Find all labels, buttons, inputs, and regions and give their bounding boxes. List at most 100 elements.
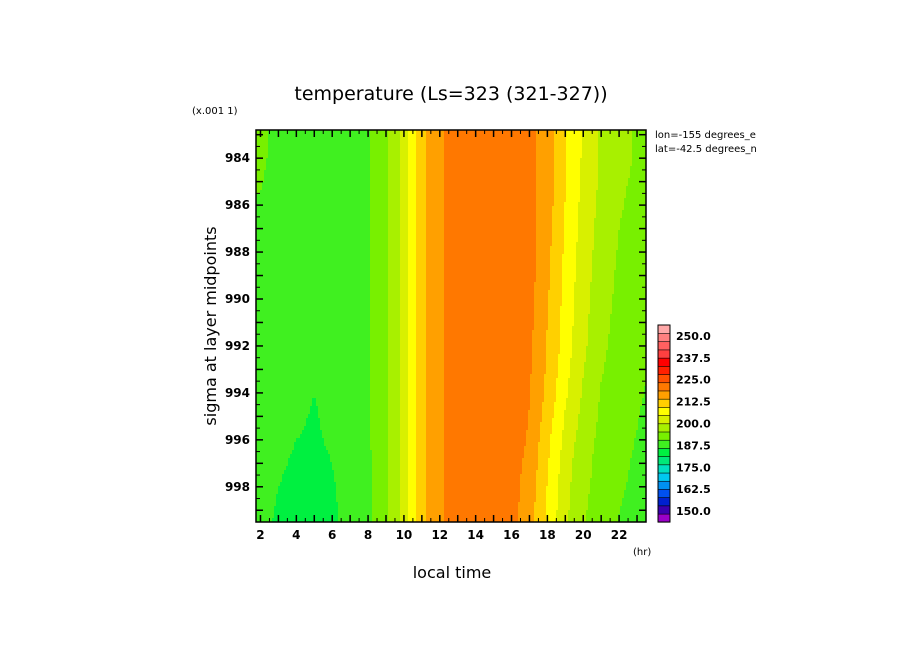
field-cell xyxy=(550,222,553,227)
field-cell xyxy=(378,202,381,207)
field-cell xyxy=(620,182,623,187)
field-cell xyxy=(568,174,571,179)
field-cell xyxy=(566,138,569,143)
field-cell xyxy=(428,138,431,143)
field-cell xyxy=(498,186,501,191)
field-cell xyxy=(344,198,347,203)
field-cell xyxy=(622,182,625,187)
field-cell xyxy=(624,134,627,139)
field-cell xyxy=(356,158,359,163)
field-cell xyxy=(380,226,383,231)
field-cell xyxy=(504,210,507,215)
field-cell xyxy=(368,194,371,199)
field-cell xyxy=(260,154,263,159)
field-cell xyxy=(358,162,361,167)
field-cell xyxy=(382,210,385,215)
field-cell xyxy=(338,178,341,183)
field-cell xyxy=(402,190,405,195)
field-cell xyxy=(410,166,413,171)
field-cell xyxy=(492,166,495,171)
field-cell xyxy=(372,146,375,151)
field-cell xyxy=(640,170,643,175)
field-cell xyxy=(396,206,399,211)
field-cell xyxy=(588,178,591,183)
field-cell xyxy=(618,182,621,187)
field-cell xyxy=(460,146,463,151)
field-cell xyxy=(544,182,547,187)
field-cell xyxy=(572,194,575,199)
field-cell xyxy=(434,202,437,207)
field-cell xyxy=(612,134,615,139)
field-cell xyxy=(406,142,409,147)
field-cell xyxy=(592,166,595,171)
field-cell xyxy=(480,210,483,215)
field-cell xyxy=(422,230,425,235)
field-cell xyxy=(404,194,407,199)
field-cell xyxy=(410,202,413,207)
field-cell xyxy=(466,138,469,143)
field-cell xyxy=(336,206,339,211)
field-cell xyxy=(616,186,619,191)
field-cell xyxy=(336,222,339,227)
field-cell xyxy=(412,230,415,235)
field-cell xyxy=(382,150,385,155)
field-cell xyxy=(396,134,399,139)
field-cell xyxy=(630,178,633,183)
field-cell xyxy=(336,134,339,139)
field-cell xyxy=(296,190,299,195)
field-cell xyxy=(342,186,345,191)
field-cell xyxy=(494,138,497,143)
field-cell xyxy=(376,142,379,147)
field-cell xyxy=(340,134,343,139)
field-cell xyxy=(612,214,615,219)
field-cell xyxy=(506,206,509,211)
field-cell xyxy=(580,178,583,183)
field-cell xyxy=(318,162,321,167)
field-cell xyxy=(582,210,585,215)
field-cell xyxy=(520,182,523,187)
field-cell xyxy=(476,174,479,179)
field-cell xyxy=(628,130,631,135)
field-cell xyxy=(292,226,295,231)
field-cell xyxy=(316,178,319,183)
field-cell xyxy=(516,158,519,163)
field-cell xyxy=(612,174,615,179)
field-cell xyxy=(430,198,433,203)
field-cell xyxy=(498,210,501,215)
field-cell xyxy=(468,222,471,227)
field-cell xyxy=(390,210,393,215)
field-cell xyxy=(404,170,407,175)
field-cell xyxy=(418,146,421,151)
field-cell xyxy=(346,158,349,163)
field-cell xyxy=(634,162,637,167)
field-cell xyxy=(630,130,633,135)
field-cell xyxy=(540,206,543,211)
field-cell xyxy=(372,210,375,215)
field-cell xyxy=(556,206,559,211)
field-cell xyxy=(624,170,627,175)
field-cell xyxy=(326,214,329,219)
field-cell xyxy=(464,190,467,195)
field-cell xyxy=(514,206,517,211)
field-cell xyxy=(294,170,297,175)
field-cell xyxy=(452,202,455,207)
field-cell xyxy=(344,206,347,211)
field-cell xyxy=(474,162,477,167)
field-cell xyxy=(438,230,441,235)
field-cell xyxy=(380,230,383,235)
field-cell xyxy=(290,210,293,215)
field-cell xyxy=(284,218,287,223)
field-cell xyxy=(506,182,509,187)
field-cell xyxy=(300,158,303,163)
field-cell xyxy=(546,162,549,167)
field-cell xyxy=(292,178,295,183)
field-cell xyxy=(428,158,431,163)
field-cell xyxy=(560,142,563,147)
field-cell xyxy=(560,138,563,143)
field-cell xyxy=(288,142,291,147)
field-cell xyxy=(528,194,531,199)
field-cell xyxy=(396,162,399,167)
field-cell xyxy=(642,158,645,163)
field-cell xyxy=(264,134,267,139)
field-cell xyxy=(256,222,259,227)
